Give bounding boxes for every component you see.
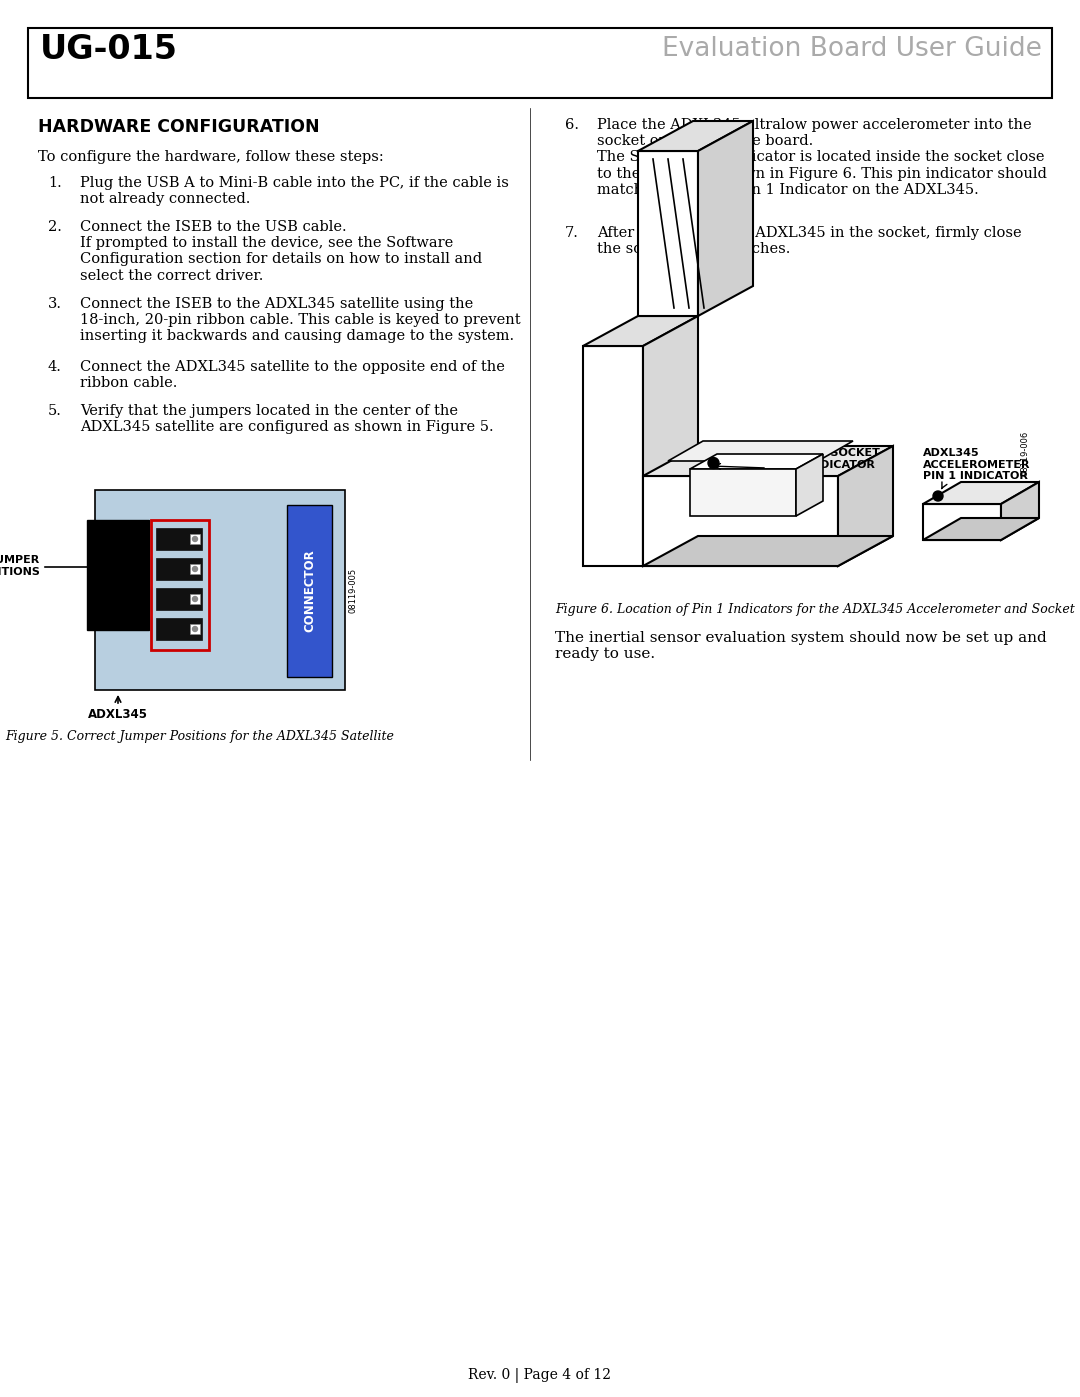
Text: 08119-006: 08119-006 xyxy=(1020,430,1029,475)
Polygon shape xyxy=(669,441,853,461)
Polygon shape xyxy=(923,504,1001,541)
Text: Place the ADXL345 ultralow power accelerometer into the
socket on the satellite : Place the ADXL345 ultralow power acceler… xyxy=(597,117,1047,197)
Text: 6.: 6. xyxy=(565,117,579,131)
Text: The inertial sensor evaluation system should now be set up and
ready to use.: The inertial sensor evaluation system sh… xyxy=(555,631,1047,661)
Bar xyxy=(156,528,202,550)
Polygon shape xyxy=(643,536,893,566)
Polygon shape xyxy=(643,316,698,566)
Bar xyxy=(151,520,210,650)
Bar xyxy=(190,594,200,604)
Circle shape xyxy=(933,490,943,502)
Bar xyxy=(156,617,202,640)
Circle shape xyxy=(708,457,719,468)
Text: 08119-005: 08119-005 xyxy=(349,567,357,612)
Text: 2.: 2. xyxy=(48,219,62,235)
Circle shape xyxy=(192,536,198,542)
Text: ADXL345
ACCELEROMETER
PIN 1 INDICATOR: ADXL345 ACCELEROMETER PIN 1 INDICATOR xyxy=(923,448,1030,481)
Text: JUMPER
POSITIONS: JUMPER POSITIONS xyxy=(0,555,40,577)
Text: Connect the ISEB to the USB cable.
If prompted to install the device, see the So: Connect the ISEB to the USB cable. If pr… xyxy=(80,219,482,282)
Bar xyxy=(87,520,149,630)
Bar xyxy=(28,28,1052,98)
Polygon shape xyxy=(643,476,838,566)
Text: 7.: 7. xyxy=(565,226,579,240)
Polygon shape xyxy=(690,469,796,515)
Polygon shape xyxy=(838,446,893,566)
Text: 5.: 5. xyxy=(48,404,62,418)
Polygon shape xyxy=(638,122,753,151)
Text: Figure 5. Correct Jumper Positions for the ADXL345 Satellite: Figure 5. Correct Jumper Positions for t… xyxy=(5,731,394,743)
Bar xyxy=(190,564,200,574)
Text: 4.: 4. xyxy=(48,360,62,374)
Polygon shape xyxy=(698,122,753,316)
Bar xyxy=(287,504,332,678)
Text: CONNECTOR: CONNECTOR xyxy=(303,549,316,633)
Bar xyxy=(95,490,345,690)
Text: Plug the USB A to Mini-B cable into the PC, if the cable is
not already connecte: Plug the USB A to Mini-B cable into the … xyxy=(80,176,509,207)
Text: ADXL345 SOCKET
PIN 1 INDICATOR: ADXL345 SOCKET PIN 1 INDICATOR xyxy=(770,448,880,469)
Text: UG-015: UG-015 xyxy=(40,34,178,66)
Bar xyxy=(190,534,200,543)
Polygon shape xyxy=(643,446,893,476)
Bar xyxy=(190,624,200,634)
Polygon shape xyxy=(1001,482,1039,541)
Circle shape xyxy=(192,626,198,631)
Polygon shape xyxy=(583,346,643,566)
Polygon shape xyxy=(638,151,698,316)
Circle shape xyxy=(192,597,198,602)
Text: 3.: 3. xyxy=(48,298,62,312)
Text: Figure 6. Location of Pin 1 Indicators for the ADXL345 Accelerometer and Socket: Figure 6. Location of Pin 1 Indicators f… xyxy=(555,604,1075,616)
Text: Verify that the jumpers located in the center of the
ADXL345 satellite are confi: Verify that the jumpers located in the c… xyxy=(80,404,494,434)
Text: To configure the hardware, follow these steps:: To configure the hardware, follow these … xyxy=(38,149,383,163)
Bar xyxy=(156,557,202,580)
Bar xyxy=(156,588,202,610)
Polygon shape xyxy=(583,316,698,346)
Text: Connect the ADXL345 satellite to the opposite end of the
ribbon cable.: Connect the ADXL345 satellite to the opp… xyxy=(80,360,504,390)
Text: HARDWARE CONFIGURATION: HARDWARE CONFIGURATION xyxy=(38,117,320,136)
Text: Rev. 0 | Page 4 of 12: Rev. 0 | Page 4 of 12 xyxy=(469,1368,611,1383)
Text: ADXL345: ADXL345 xyxy=(87,708,148,721)
Text: Evaluation Board User Guide: Evaluation Board User Guide xyxy=(662,36,1042,61)
Polygon shape xyxy=(796,454,823,515)
Text: Connect the ISEB to the ADXL345 satellite using the
18-inch, 20-pin ribbon cable: Connect the ISEB to the ADXL345 satellit… xyxy=(80,298,521,344)
Text: 1.: 1. xyxy=(48,176,62,190)
Polygon shape xyxy=(690,454,823,469)
Polygon shape xyxy=(923,518,1039,541)
Text: After positioning the ADXL345 in the socket, firmly close
the socket until it la: After positioning the ADXL345 in the soc… xyxy=(597,226,1022,256)
Polygon shape xyxy=(923,482,1039,504)
Circle shape xyxy=(192,567,198,571)
